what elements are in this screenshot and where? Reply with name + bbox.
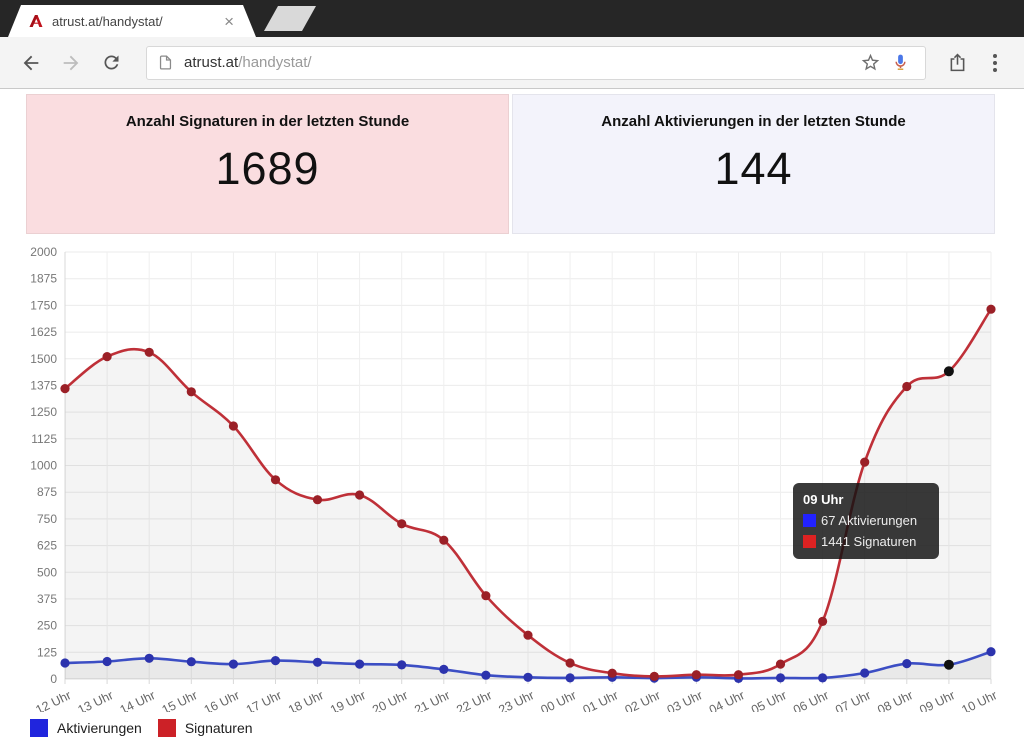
signatures-stat-box: Anzahl Signaturen in der letzten Stunde …: [26, 94, 509, 234]
svg-text:1000: 1000: [30, 459, 57, 473]
activations-stat-box: Anzahl Aktivierungen in der letzten Stun…: [512, 94, 995, 234]
chart-canvas[interactable]: 0 125 250 375 500 625 750 875 1000 1125 1250 1375 15…: [0, 242, 1024, 712]
url-host: atrust.at: [184, 54, 239, 71]
svg-text:125: 125: [37, 645, 57, 659]
browser-menu-button[interactable]: [980, 53, 1010, 72]
tab-title: atrust.at/handystat/: [52, 13, 163, 29]
svg-text:1500: 1500: [30, 352, 57, 366]
svg-text:07 Uhr: 07 Uhr: [833, 688, 873, 712]
svg-text:875: 875: [37, 485, 57, 499]
tooltip-swatch-blue: [803, 514, 816, 527]
url-path: /handystat/: [238, 54, 312, 71]
reload-button[interactable]: [94, 46, 128, 80]
legend-item-signaturen[interactable]: Signaturen: [157, 719, 253, 737]
svg-text:625: 625: [37, 539, 57, 553]
svg-text:09 Uhr: 09 Uhr: [917, 688, 957, 712]
svg-text:05 Uhr: 05 Uhr: [749, 688, 789, 712]
back-button[interactable]: [14, 46, 48, 80]
activations-stat-value: 144: [714, 143, 793, 194]
svg-text:750: 750: [37, 512, 57, 526]
svg-text:06 Uhr: 06 Uhr: [791, 688, 831, 712]
svg-text:00 Uhr: 00 Uhr: [539, 688, 579, 712]
stats-row: Anzahl Signaturen in der letzten Stunde …: [26, 94, 995, 234]
tooltip-row-aktivierungen: 67 Aktivierungen: [803, 510, 929, 531]
svg-text:19 Uhr: 19 Uhr: [328, 688, 368, 712]
svg-text:2000: 2000: [30, 245, 57, 259]
svg-text:0: 0: [50, 672, 57, 686]
svg-text:1250: 1250: [30, 405, 57, 419]
voice-search-mic-icon[interactable]: [885, 48, 915, 78]
legend-label-signaturen: Signaturen: [184, 720, 253, 736]
svg-text:500: 500: [37, 565, 57, 579]
svg-text:17 Uhr: 17 Uhr: [244, 688, 284, 712]
browser-toolbar: atrust.at/handystat/: [0, 37, 1024, 89]
legend-swatch-red: [157, 719, 176, 737]
svg-text:08 Uhr: 08 Uhr: [875, 688, 915, 712]
svg-text:16 Uhr: 16 Uhr: [202, 688, 242, 712]
svg-text:1625: 1625: [30, 325, 57, 339]
page-icon: [157, 54, 174, 71]
browser-tab[interactable]: atrust.at/handystat/ ×: [8, 5, 256, 37]
svg-text:1125: 1125: [31, 432, 57, 446]
chart-tooltip: 09 Uhr 67 Aktivierungen 1441 Signaturen: [793, 483, 939, 559]
tab-bar: atrust.at/handystat/ ×: [0, 0, 1024, 37]
svg-text:12 Uhr: 12 Uhr: [33, 688, 73, 712]
svg-text:04 Uhr: 04 Uhr: [707, 688, 747, 712]
svg-text:10 Uhr: 10 Uhr: [959, 688, 999, 712]
signatures-stat-value: 1689: [215, 143, 320, 194]
legend-label-aktivierungen: Aktivierungen: [57, 720, 142, 736]
svg-text:14 Uhr: 14 Uhr: [118, 688, 158, 712]
line-chart: 0 125 250 375 500 625 750 875 1000 1125 1250 1375 15…: [0, 242, 1024, 712]
forward-button[interactable]: [54, 46, 88, 80]
svg-text:15 Uhr: 15 Uhr: [160, 688, 200, 712]
svg-text:23 Uhr: 23 Uhr: [496, 688, 536, 712]
svg-text:18 Uhr: 18 Uhr: [286, 688, 326, 712]
tooltip-row-signaturen: 1441 Signaturen: [803, 531, 929, 552]
tab-close-icon[interactable]: ×: [224, 11, 234, 31]
svg-text:13 Uhr: 13 Uhr: [76, 688, 116, 712]
svg-text:1875: 1875: [30, 272, 57, 286]
svg-text:01 Uhr: 01 Uhr: [581, 688, 621, 712]
svg-text:375: 375: [37, 592, 57, 606]
url-text: atrust.at/handystat/: [184, 54, 855, 71]
legend-swatch-blue: [30, 719, 48, 737]
new-tab-button[interactable]: [264, 6, 316, 31]
svg-text:03 Uhr: 03 Uhr: [665, 688, 705, 712]
svg-text:20 Uhr: 20 Uhr: [370, 688, 410, 712]
bookmark-star-icon[interactable]: [855, 48, 885, 78]
svg-text:21 Uhr: 21 Uhr: [412, 688, 452, 712]
svg-text:1750: 1750: [30, 298, 57, 312]
svg-text:250: 250: [37, 619, 57, 633]
svg-text:02 Uhr: 02 Uhr: [623, 688, 663, 712]
share-button[interactable]: [940, 46, 974, 80]
svg-text:22 Uhr: 22 Uhr: [454, 688, 494, 712]
tooltip-title: 09 Uhr: [803, 492, 844, 507]
signatures-stat-title: Anzahl Signaturen in der letzten Stunde: [125, 113, 410, 130]
chart-legend: Aktivierungen Signaturen: [30, 719, 1024, 737]
tooltip-swatch-red: [803, 535, 816, 548]
svg-text:1375: 1375: [30, 378, 57, 392]
legend-item-aktivierungen[interactable]: Aktivierungen: [30, 719, 142, 737]
address-bar[interactable]: atrust.at/handystat/: [146, 45, 926, 80]
favicon-atrust-icon: [28, 13, 44, 29]
activations-stat-title: Anzahl Aktivierungen in der letzten Stun…: [601, 113, 906, 130]
